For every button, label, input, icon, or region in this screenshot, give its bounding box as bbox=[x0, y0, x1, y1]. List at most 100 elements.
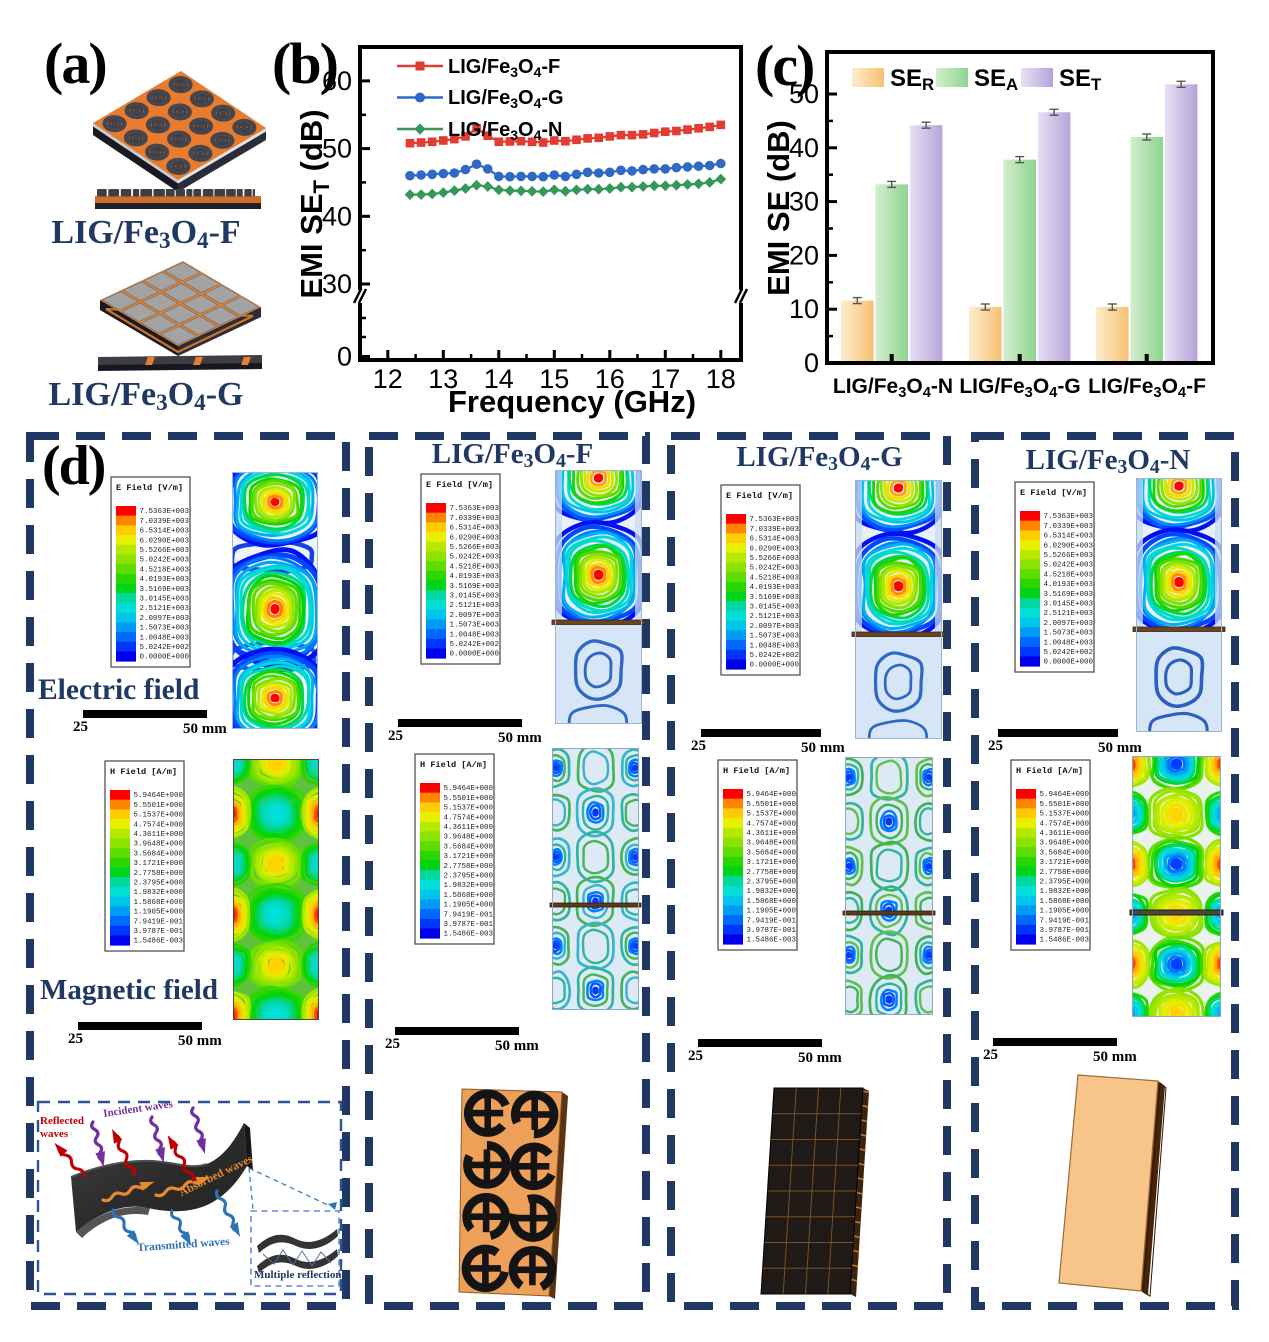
svg-text:0.0000E+000: 0.0000E+000 bbox=[140, 654, 190, 662]
svg-text:1.1905E+000: 1.1905E+000 bbox=[747, 908, 797, 916]
svg-text:0: 0 bbox=[804, 348, 819, 378]
svg-text:5.5501E+000: 5.5501E+000 bbox=[1040, 801, 1090, 809]
svg-text:1.9832E+000: 1.9832E+000 bbox=[747, 888, 797, 896]
svg-text:5.5266E+003: 5.5266E+003 bbox=[1044, 552, 1094, 560]
svg-text:50 mm: 50 mm bbox=[498, 730, 542, 746]
svg-text:5.1537E+000: 5.1537E+000 bbox=[134, 812, 184, 820]
svg-text:50 mm: 50 mm bbox=[495, 1038, 539, 1054]
svg-text:H Field [A/m]: H Field [A/m] bbox=[723, 766, 790, 776]
svg-text:5.9464E+000: 5.9464E+000 bbox=[1040, 791, 1090, 799]
svg-text:6.5314E+003: 6.5314E+003 bbox=[750, 536, 800, 544]
svg-text:4.7574E+000: 4.7574E+000 bbox=[134, 821, 184, 829]
svg-text:7.5363E+003: 7.5363E+003 bbox=[450, 505, 500, 513]
svg-text:3.5684E+000: 3.5684E+000 bbox=[747, 849, 797, 857]
svg-text:25: 25 bbox=[988, 738, 1003, 754]
svg-text:25: 25 bbox=[385, 1036, 400, 1052]
svg-text:1.5073E+003: 1.5073E+003 bbox=[750, 633, 800, 641]
svg-text:1.5073E+003: 1.5073E+003 bbox=[1044, 630, 1094, 638]
svg-text:1.5486E-003: 1.5486E-003 bbox=[1040, 937, 1090, 945]
svg-text:14: 14 bbox=[484, 364, 514, 394]
svg-text:5.0242E+003: 5.0242E+003 bbox=[140, 557, 190, 565]
svg-text:3.5684E+000: 3.5684E+000 bbox=[134, 850, 184, 858]
svg-text:6.0290E+003: 6.0290E+003 bbox=[750, 545, 800, 553]
svg-text:5.0242E+002: 5.0242E+002 bbox=[750, 652, 800, 660]
svg-text:4.5218E+003: 4.5218E+003 bbox=[140, 566, 190, 574]
svg-text:30: 30 bbox=[322, 269, 352, 299]
svg-text:E Field [V/m]: E Field [V/m] bbox=[1020, 488, 1087, 498]
svg-text:7.5363E+003: 7.5363E+003 bbox=[140, 508, 190, 516]
svg-text:4.0193E+003: 4.0193E+003 bbox=[450, 573, 500, 581]
svg-text:5.5266E+003: 5.5266E+003 bbox=[140, 547, 190, 555]
svg-text:E Field [V/m]: E Field [V/m] bbox=[726, 491, 793, 501]
svg-text:1.5868E+000: 1.5868E+000 bbox=[747, 898, 797, 906]
svg-text:3.5169E+003: 3.5169E+003 bbox=[750, 594, 800, 602]
svg-text:3.1721E+000: 3.1721E+000 bbox=[444, 853, 494, 861]
svg-text:2.7758E+000: 2.7758E+000 bbox=[444, 863, 494, 871]
svg-text:1.0048E+003: 1.0048E+003 bbox=[750, 642, 800, 650]
svg-text:1.5868E+000: 1.5868E+000 bbox=[134, 899, 184, 907]
svg-text:7.9419E-001: 7.9419E-001 bbox=[444, 911, 494, 919]
svg-text:7.9419E-001: 7.9419E-001 bbox=[1040, 917, 1090, 925]
svg-text:3.9787E-001: 3.9787E-001 bbox=[444, 921, 494, 929]
svg-text:3.1721E+000: 3.1721E+000 bbox=[747, 859, 797, 867]
svg-text:6.0290E+003: 6.0290E+003 bbox=[450, 534, 500, 542]
svg-text:4.3611E+000: 4.3611E+000 bbox=[1040, 830, 1090, 838]
svg-text:4.5218E+003: 4.5218E+003 bbox=[450, 563, 500, 571]
svg-text:50 mm: 50 mm bbox=[801, 740, 845, 756]
svg-text:5.9464E+000: 5.9464E+000 bbox=[444, 785, 494, 793]
svg-text:4.5218E+003: 4.5218E+003 bbox=[750, 574, 800, 582]
svg-text:3.9787E-001: 3.9787E-001 bbox=[1040, 927, 1090, 935]
svg-text:3.0145E+003: 3.0145E+003 bbox=[750, 604, 800, 612]
svg-text:2.0097E+003: 2.0097E+003 bbox=[1044, 620, 1094, 628]
svg-text:1.5868E+000: 1.5868E+000 bbox=[444, 892, 494, 900]
svg-text:7.9419E-001: 7.9419E-001 bbox=[134, 918, 184, 926]
svg-text:6.5314E+003: 6.5314E+003 bbox=[1044, 533, 1094, 541]
svg-text:3.9648E+000: 3.9648E+000 bbox=[747, 840, 797, 848]
svg-text:3.1721E+000: 3.1721E+000 bbox=[1040, 859, 1090, 867]
svg-text:15: 15 bbox=[539, 364, 569, 394]
svg-text:H Field [A/m]: H Field [A/m] bbox=[420, 760, 487, 770]
svg-text:E Field [V/m]: E Field [V/m] bbox=[116, 483, 183, 493]
svg-text:4.7574E+000: 4.7574E+000 bbox=[747, 820, 797, 828]
svg-text:4.0193E+003: 4.0193E+003 bbox=[1044, 581, 1094, 589]
svg-text:50: 50 bbox=[322, 134, 352, 164]
svg-text:60: 60 bbox=[322, 66, 352, 96]
svg-text:17: 17 bbox=[650, 364, 680, 394]
svg-text:5.5266E+003: 5.5266E+003 bbox=[450, 544, 500, 552]
svg-text:2.7758E+000: 2.7758E+000 bbox=[1040, 869, 1090, 877]
svg-text:7.5363E+003: 7.5363E+003 bbox=[750, 516, 800, 524]
svg-text:3.9648E+000: 3.9648E+000 bbox=[444, 834, 494, 842]
svg-text:4.5218E+003: 4.5218E+003 bbox=[1044, 571, 1094, 579]
svg-text:5.1537E+000: 5.1537E+000 bbox=[747, 811, 797, 819]
svg-text:5.1537E+000: 5.1537E+000 bbox=[444, 805, 494, 813]
svg-text:20: 20 bbox=[789, 240, 819, 270]
svg-text:H Field [A/m]: H Field [A/m] bbox=[1016, 766, 1083, 776]
svg-text:1.5486E-003: 1.5486E-003 bbox=[134, 938, 184, 946]
svg-text:50 mm: 50 mm bbox=[1098, 740, 1142, 756]
svg-text:H Field [A/m]: H Field [A/m] bbox=[110, 767, 177, 777]
svg-text:50 mm: 50 mm bbox=[798, 1050, 842, 1066]
svg-text:4.7574E+000: 4.7574E+000 bbox=[444, 814, 494, 822]
svg-text:2.5121E+003: 2.5121E+003 bbox=[750, 613, 800, 621]
svg-text:3.1721E+000: 3.1721E+000 bbox=[134, 860, 184, 868]
svg-text:10: 10 bbox=[789, 294, 819, 324]
svg-text:3.9787E-001: 3.9787E-001 bbox=[747, 927, 797, 935]
svg-text:50 mm: 50 mm bbox=[178, 1033, 222, 1049]
svg-text:3.5169E+003: 3.5169E+003 bbox=[140, 586, 190, 594]
svg-text:7.0339E+003: 7.0339E+003 bbox=[450, 515, 500, 523]
svg-text:5.5501E+000: 5.5501E+000 bbox=[444, 795, 494, 803]
svg-text:3.5684E+000: 3.5684E+000 bbox=[1040, 849, 1090, 857]
svg-text:13: 13 bbox=[428, 364, 458, 394]
svg-text:7.0339E+003: 7.0339E+003 bbox=[1044, 523, 1094, 531]
svg-text:4.0193E+003: 4.0193E+003 bbox=[750, 584, 800, 592]
svg-text:2.0097E+003: 2.0097E+003 bbox=[140, 615, 190, 623]
svg-text:4.3611E+000: 4.3611E+000 bbox=[747, 830, 797, 838]
svg-text:EMI SE (dB): EMI SE (dB) bbox=[761, 120, 796, 296]
svg-text:1.0048E+003: 1.0048E+003 bbox=[450, 631, 500, 639]
svg-text:4.3611E+000: 4.3611E+000 bbox=[134, 831, 184, 839]
svg-text:2.5121E+003: 2.5121E+003 bbox=[1044, 610, 1094, 618]
svg-text:3.5169E+003: 3.5169E+003 bbox=[450, 583, 500, 591]
svg-text:4.0193E+003: 4.0193E+003 bbox=[140, 576, 190, 584]
svg-text:25: 25 bbox=[691, 738, 706, 754]
svg-text:0.0000E+000: 0.0000E+000 bbox=[750, 662, 800, 670]
